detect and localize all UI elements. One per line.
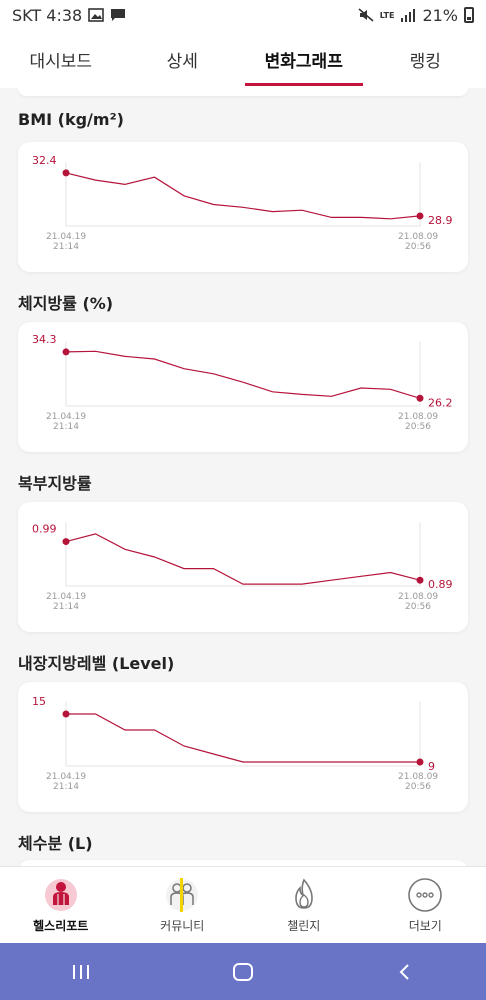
back-icon	[399, 963, 409, 980]
chart-card-abdominal-fat[interactable]: 0.99 0.89 21.04.19 21:14 21.08.09 20:56	[18, 502, 468, 632]
tab-detail[interactable]: 상세	[166, 51, 198, 72]
home-icon	[233, 962, 253, 981]
start-value-label: 32.4	[32, 154, 57, 167]
home-button[interactable]	[223, 952, 263, 992]
nav-community[interactable]: 커뮤니티	[122, 867, 244, 943]
start-time-label: 21:14	[53, 422, 79, 432]
system-nav-bar	[0, 943, 486, 1000]
start-date-label: 21.04.19	[46, 772, 86, 782]
tab-dashboard[interactable]: 대시보드	[29, 51, 93, 72]
chart-card-visceral-fat[interactable]: 15 9 21.04.19 21:14 21.08.09 20:56	[18, 682, 468, 812]
previous-card-edge	[18, 88, 468, 96]
nav-challenge[interactable]: 챌린지	[243, 867, 365, 943]
chart-card-body-fat[interactable]: 34.3 26.2 21.04.19 21:14 21.08.09 20:56	[18, 322, 468, 452]
mute-icon	[358, 8, 374, 22]
end-value-label: 0.89	[428, 578, 453, 591]
nav-label-challenge: 챌린지	[287, 918, 321, 933]
start-point	[62, 348, 70, 356]
end-date-label: 21.08.09	[398, 772, 438, 782]
start-date-label: 21.04.19	[46, 592, 86, 602]
tab-ranking[interactable]: 랭킹	[409, 51, 441, 72]
end-point	[416, 576, 424, 584]
message-icon	[111, 9, 126, 21]
start-value-label: 0.99	[32, 523, 57, 536]
series-line	[65, 172, 421, 220]
health-report-icon	[44, 878, 77, 911]
end-date-label: 21.08.09	[398, 412, 438, 422]
recent-apps-icon	[73, 964, 89, 979]
recent-apps-button[interactable]	[61, 952, 101, 992]
back-button[interactable]	[385, 952, 425, 992]
nav-label-community: 커뮤니티	[160, 918, 205, 933]
battery-percent: 21%	[422, 5, 458, 25]
series-line	[65, 350, 421, 399]
start-point	[62, 710, 70, 718]
end-time-label: 20:56	[405, 602, 431, 612]
nav-more[interactable]: 더보기	[365, 867, 486, 943]
nav-label-health-report: 헬스리포트	[33, 918, 89, 933]
end-value-label: 26.2	[428, 396, 453, 409]
section-title-abdominal-fat: 복부지방률	[18, 474, 92, 493]
network-label: LTE	[379, 10, 395, 20]
chart-card-body-water[interactable]	[18, 860, 468, 866]
section-title-body-water: 체수분 (L)	[18, 834, 93, 853]
start-point	[62, 169, 70, 177]
carrier-time: SKT 4:38	[12, 5, 83, 25]
end-point	[416, 394, 424, 402]
end-time-label: 20:56	[405, 422, 431, 432]
status-bar: SKT 4:38 LTE 21%	[0, 0, 486, 30]
bottom-nav: 헬스리포트 커뮤니티 챌린지 더보기	[0, 866, 486, 943]
start-time-label: 21:14	[53, 242, 79, 252]
end-value-label: 28.9	[428, 214, 453, 227]
start-date-label: 21.04.19	[46, 232, 86, 242]
series-line	[65, 533, 421, 585]
start-time-label: 21:14	[53, 602, 79, 612]
end-value-label: 9	[428, 760, 435, 773]
section-title-bmi: BMI (kg/m²)	[18, 110, 124, 129]
end-date-label: 21.08.09	[398, 232, 438, 242]
end-time-label: 20:56	[405, 242, 431, 252]
start-value-label: 15	[32, 695, 46, 708]
more-icon	[408, 877, 443, 912]
start-date-label: 21.04.19	[46, 412, 86, 422]
nav-health-report[interactable]: 헬스리포트	[0, 867, 122, 943]
gallery-icon	[88, 8, 105, 22]
end-date-label: 21.08.09	[398, 592, 438, 602]
section-title-visceral-fat: 내장지방레벨 (Level)	[18, 654, 175, 673]
end-point	[416, 212, 424, 220]
tab-change-graph[interactable]: 변화그래프	[243, 30, 365, 88]
content-area[interactable]: BMI (kg/m²) 32.4 28.9 21.04.19 21:14 21.08.0…	[0, 88, 486, 866]
end-time-label: 20:56	[405, 782, 431, 792]
challenge-flame-icon	[294, 878, 313, 909]
chart-card-bmi[interactable]: 32.4 28.9 21.04.19 21:14 21.08.09 20:56	[18, 142, 468, 272]
signal-icon	[401, 9, 416, 22]
top-tabs: 대시보드 상세 변화그래프 랭킹	[0, 30, 486, 88]
series-line	[66, 713, 420, 763]
section-title-body-fat: 체지방률 (%)	[18, 294, 114, 313]
start-point	[62, 538, 70, 546]
battery-icon	[464, 7, 474, 23]
community-icon	[166, 877, 199, 912]
end-point	[416, 758, 424, 766]
nav-label-more: 더보기	[408, 918, 442, 933]
start-value-label: 34.3	[32, 333, 57, 346]
start-time-label: 21:14	[53, 782, 79, 792]
